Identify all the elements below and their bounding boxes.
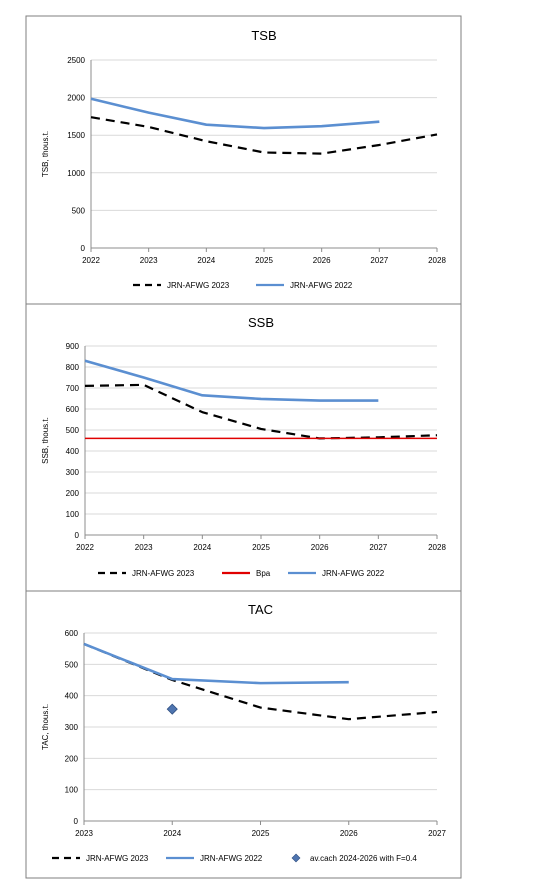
x-tick-label: 2024 [197,256,215,265]
x-tick-label: 2025 [252,829,270,838]
chart-frame [25,303,462,592]
chart-frame [25,15,462,305]
y-tick-label: 500 [72,206,86,215]
x-tick-label: 2028 [428,256,446,265]
x-tick-label: 2024 [193,543,211,552]
x-tick-label: 2028 [428,543,446,552]
y-tick-label: 2500 [67,56,85,65]
y-tick-label: 100 [66,510,80,519]
series-line [90,116,438,155]
x-tick-label: 2025 [252,543,270,552]
y-tick-label: 1500 [67,131,85,140]
legend-label: JRN-AFWG 2023 [132,569,195,578]
y-tick-label: 500 [65,660,79,669]
y-tick-label: 400 [66,447,80,456]
legend-label: JRN-AFWG 2022 [290,281,353,290]
x-tick-label: 2024 [163,829,181,838]
y-tick-label: 200 [65,754,79,763]
y-tick-label: 600 [66,405,80,414]
chart-title: SSB [248,315,274,330]
series-line [90,97,380,130]
y-axis-label: TSB, thous.t. [41,131,50,177]
y-tick-label: 0 [81,244,86,253]
y-tick-label: 900 [66,342,80,351]
y-tick-label: 500 [66,426,80,435]
x-tick-label: 2027 [428,829,446,838]
y-tick-label: 100 [65,786,79,795]
legend-label: Bpa [256,569,271,578]
legend-label: JRN-AFWG 2023 [86,854,149,863]
y-tick-label: 1000 [67,169,85,178]
y-tick-label: 400 [65,692,79,701]
legend-marker [291,853,301,863]
x-tick-label: 2027 [370,256,388,265]
y-axis-label: SSB, thous.t. [41,417,50,464]
y-tick-label: 200 [66,489,80,498]
series-line [83,642,349,685]
chart-tac: TAC 0 100 200 300 400 500 600 2023 2024 2025 2026 20… [25,590,462,879]
data-point [166,703,178,715]
y-tick-label: 600 [65,629,79,638]
y-axis-label: TAC, thous.t. [41,704,50,750]
chart-title: TAC [248,602,273,617]
y-tick-label: 300 [66,468,80,477]
x-tick-label: 2027 [369,543,387,552]
y-tick-label: 300 [65,723,79,732]
x-tick-label: 2022 [82,256,100,265]
y-tick-label: 0 [74,817,79,826]
y-tick-label: 800 [66,363,80,372]
chart-title: TSB [251,28,276,43]
x-tick-label: 2026 [313,256,331,265]
chart-tsb: TSB 0 500 1000 1500 2000 2500 2022 2023 2024 2025 2… [25,15,462,305]
x-tick-label: 2026 [311,543,329,552]
legend-label: JRN-AFWG 2022 [322,569,385,578]
x-tick-label: 2025 [255,256,273,265]
y-tick-label: 2000 [67,94,85,103]
y-tick-label: 700 [66,384,80,393]
x-tick-label: 2026 [340,829,358,838]
chart-ssb: SSB 0 100 200 300 400 500 600 700 800 900 2022 2023 2… [25,303,462,592]
y-tick-label: 0 [75,531,80,540]
legend-label: JRN-AFWG 2023 [167,281,230,290]
x-tick-label: 2023 [75,829,93,838]
x-tick-label: 2023 [140,256,158,265]
x-tick-label: 2023 [135,543,153,552]
series-line [84,359,379,402]
series-line [84,383,438,440]
x-tick-label: 2022 [76,543,94,552]
chart-frame [25,590,462,879]
legend-label: JRN-AFWG 2022 [200,854,263,863]
legend-label: av.cach 2024-2026 with F=0.4 [310,854,417,863]
